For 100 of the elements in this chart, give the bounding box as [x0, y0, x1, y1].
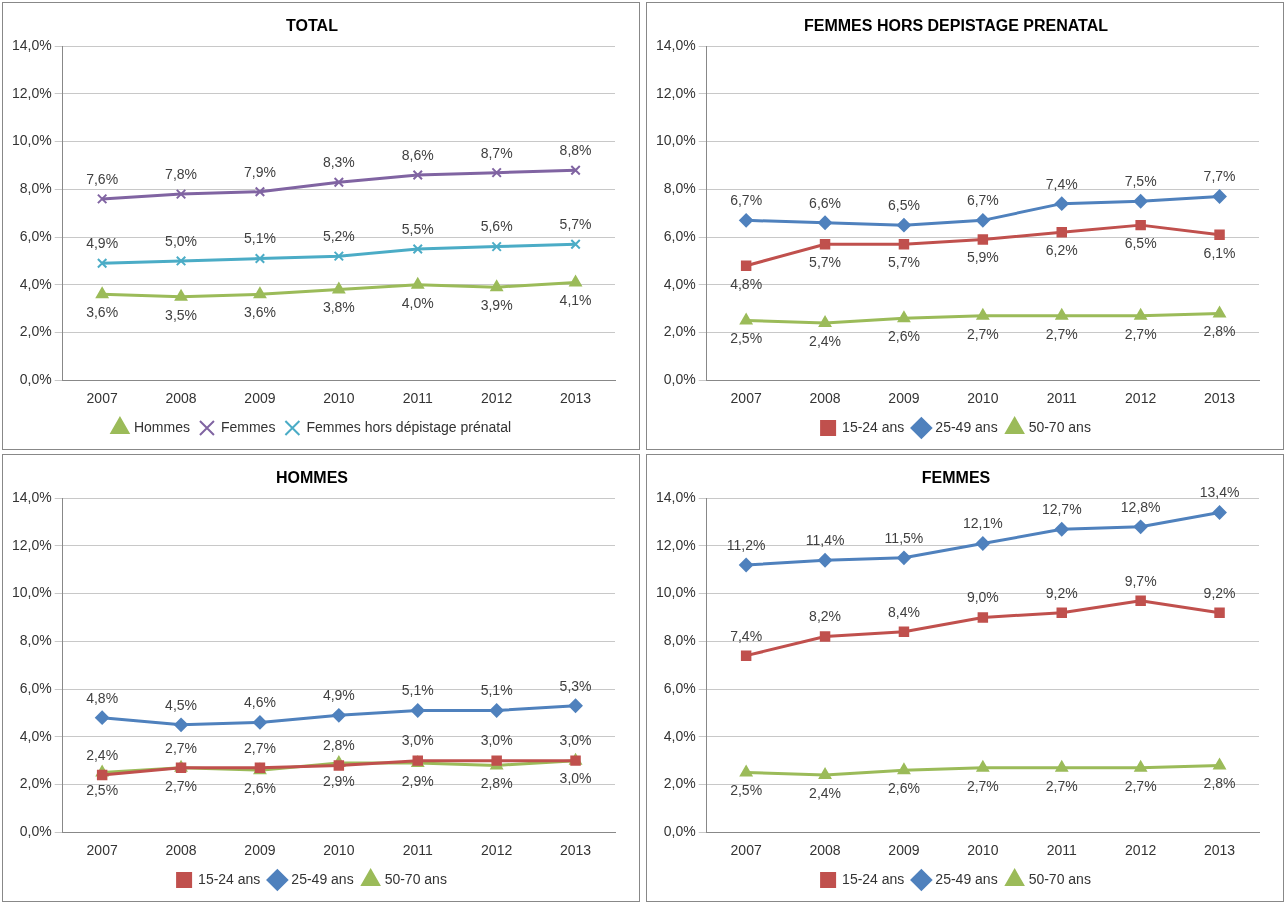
y-tick-label: 12,0%	[655, 84, 696, 101]
data-label: 2,4%	[809, 784, 842, 801]
y-tick-label: 6,0%	[19, 679, 52, 696]
x-tick-label: 2007	[86, 390, 118, 407]
x-tick-label: 2009	[244, 390, 276, 407]
data-label: 2,5%	[86, 782, 119, 799]
x-tick-label: 2007	[86, 842, 118, 859]
data-label: 5,0%	[165, 232, 198, 249]
legend-label: 15-24 ans	[842, 418, 905, 435]
y-tick-label: 10,0%	[655, 132, 696, 149]
x-tick-label: 2011	[402, 842, 434, 859]
data-label: 3,6%	[243, 304, 276, 321]
legend-label: Hommes	[133, 418, 190, 435]
x-tick-label: 2010	[323, 842, 355, 859]
x-tick-label: 2008	[809, 390, 841, 407]
data-label: 7,5%	[1124, 173, 1157, 190]
x-tick-label: 2008	[809, 842, 841, 859]
data-label: 2,8%	[1203, 775, 1236, 792]
data-label: 4,1%	[559, 292, 592, 309]
y-tick-label: 2,0%	[19, 775, 52, 792]
x-tick-label: 2009	[888, 842, 920, 859]
x-tick-label: 2012	[1125, 842, 1157, 859]
y-tick-label: 6,0%	[663, 227, 696, 244]
data-label: 9,7%	[1124, 572, 1157, 589]
y-tick-label: 14,0%	[11, 37, 52, 54]
y-tick-label: 12,0%	[11, 84, 52, 101]
data-label: 2,8%	[322, 737, 355, 754]
data-label: 5,1%	[401, 682, 434, 699]
legend-label: 50-70 ans	[384, 870, 447, 887]
data-label: 4,6%	[243, 694, 276, 711]
x-tick-label: 2008	[165, 842, 197, 859]
chart-title: FEMMES HORS DEPISTAGE PRENATAL	[803, 17, 1109, 35]
x-tick-label: 2011	[1046, 842, 1078, 859]
data-label: 7,6%	[86, 170, 119, 187]
y-tick-label: 8,0%	[663, 180, 696, 197]
y-tick-label: 14,0%	[11, 489, 52, 506]
legend-label: 50-70 ans	[1028, 870, 1091, 887]
x-tick-label: 2007	[730, 390, 762, 407]
y-tick-label: 0,0%	[663, 371, 696, 388]
data-label: 2,4%	[86, 746, 119, 763]
data-label: 4,9%	[322, 687, 355, 704]
data-label: 6,2%	[1045, 242, 1078, 259]
x-tick-label: 2013	[559, 842, 592, 859]
data-label: 6,5%	[887, 196, 920, 213]
y-tick-label: 6,0%	[19, 227, 52, 244]
data-label: 5,7%	[559, 216, 592, 233]
data-label: 2,9%	[322, 772, 355, 789]
data-label: 7,4%	[1045, 175, 1078, 192]
x-tick-label: 2013	[1203, 390, 1236, 407]
legend-label: 15-24 ans	[198, 870, 261, 887]
data-label: 2,9%	[401, 772, 434, 789]
y-tick-label: 10,0%	[11, 584, 52, 601]
x-tick-label: 2013	[1203, 842, 1236, 859]
y-tick-label: 14,0%	[655, 37, 696, 54]
x-tick-label: 2011	[402, 390, 434, 407]
data-label: 2,7%	[1045, 777, 1078, 794]
x-tick-label: 2011	[1046, 390, 1078, 407]
legend-label: 25-49 ans	[935, 870, 998, 887]
legend-label: 15-24 ans	[842, 870, 905, 887]
x-tick-label: 2012	[481, 842, 513, 859]
x-tick-label: 2010	[323, 390, 355, 407]
data-label: 11,2%	[726, 536, 766, 553]
data-label: 6,5%	[1124, 234, 1157, 251]
data-label: 8,4%	[887, 603, 920, 620]
data-label: 5,5%	[401, 220, 434, 237]
y-tick-label: 0,0%	[19, 823, 52, 840]
data-label: 2,4%	[809, 332, 842, 349]
data-label: 5,1%	[243, 230, 276, 247]
data-label: 12,8%	[1120, 498, 1161, 515]
data-label: 2,7%	[1124, 325, 1157, 342]
y-tick-label: 4,0%	[663, 275, 696, 292]
chart-title: FEMMES	[921, 469, 991, 487]
data-label: 6,1%	[1203, 244, 1236, 261]
legend-label: 25-49 ans	[291, 870, 354, 887]
data-label: 13,4%	[1199, 484, 1240, 501]
data-label: 8,8%	[559, 142, 592, 159]
data-label: 2,7%	[966, 777, 999, 794]
data-label: 3,6%	[86, 304, 119, 321]
data-label: 7,4%	[730, 627, 763, 644]
y-tick-label: 12,0%	[655, 536, 696, 553]
data-label: 3,5%	[165, 306, 198, 323]
y-tick-label: 6,0%	[663, 679, 696, 696]
data-label: 8,2%	[809, 608, 842, 625]
x-tick-label: 2007	[730, 842, 762, 859]
data-label: 2,8%	[480, 775, 513, 792]
y-tick-label: 4,0%	[19, 275, 52, 292]
data-label: 3,0%	[559, 732, 592, 749]
x-tick-label: 2010	[967, 842, 999, 859]
y-tick-label: 0,0%	[19, 371, 52, 388]
data-label: 4,5%	[165, 696, 198, 713]
data-label: 12,7%	[1041, 501, 1082, 518]
data-label: 2,7%	[243, 739, 276, 756]
y-tick-label: 8,0%	[19, 632, 52, 649]
data-label: 5,7%	[887, 254, 920, 271]
data-label: 2,8%	[1203, 323, 1236, 340]
data-label: 2,7%	[1124, 777, 1157, 794]
legend-label: Femmes hors dépistage prénatal	[306, 418, 512, 435]
data-label: 3,0%	[480, 732, 513, 749]
data-label: 2,6%	[887, 328, 920, 345]
data-label: 2,5%	[730, 782, 763, 799]
